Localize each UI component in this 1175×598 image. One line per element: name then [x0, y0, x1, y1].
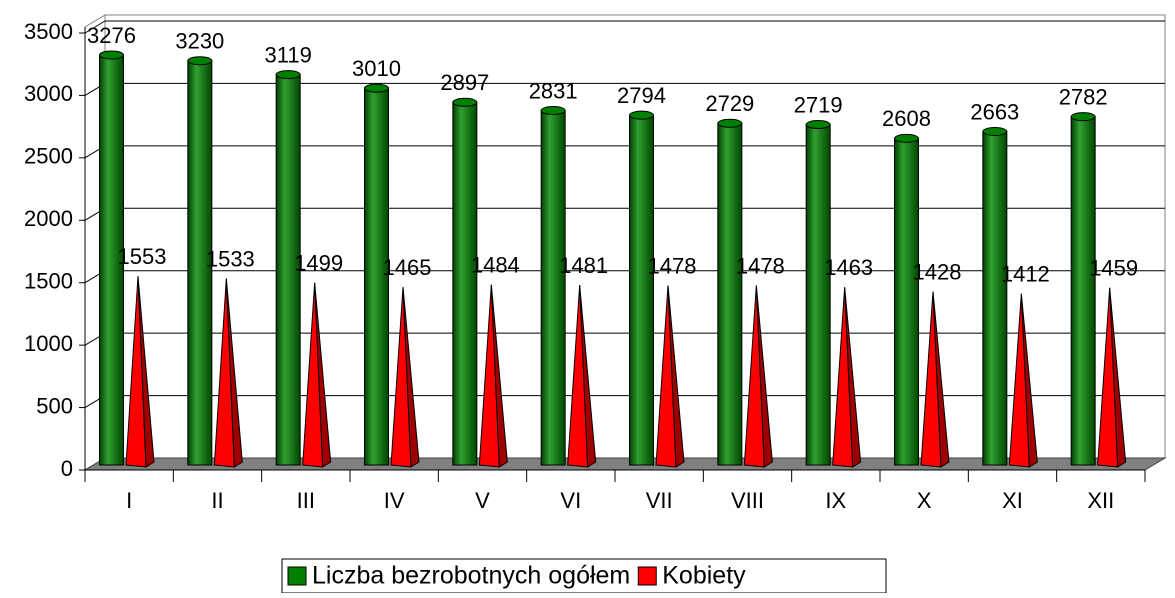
- x-tick-label: IV: [384, 488, 405, 513]
- value-label: 2794: [617, 83, 666, 108]
- legend: [281, 558, 887, 594]
- cone-side: [1109, 287, 1127, 468]
- grid-line: [84, 20, 106, 34]
- legend-swatch: [287, 566, 307, 586]
- value-label: 2663: [970, 99, 1019, 124]
- value-label: 1481: [559, 253, 608, 278]
- value-label: 3119: [265, 42, 312, 67]
- value-label: 1499: [294, 251, 343, 276]
- value-label: 3010: [352, 56, 401, 81]
- x-tick-label: IX: [825, 488, 846, 513]
- bar: [805, 124, 831, 466]
- value-label: 2719: [794, 92, 843, 117]
- bar-top: [275, 70, 301, 80]
- cone-side: [844, 287, 862, 468]
- y-tick-label: 2000: [24, 206, 73, 231]
- value-label: 3230: [175, 29, 224, 54]
- x-tick-label: VIII: [731, 488, 764, 513]
- value-label: 1484: [471, 253, 520, 278]
- value-label: 2608: [882, 106, 931, 131]
- cone-side: [667, 285, 685, 468]
- value-label: 1463: [824, 255, 873, 280]
- bar: [540, 110, 566, 466]
- y-tick-label: 0: [61, 456, 73, 481]
- x-tick-label: II: [211, 488, 223, 513]
- y-tick-label: 3500: [24, 19, 73, 44]
- bar: [99, 54, 124, 466]
- value-label: 3276: [87, 23, 136, 48]
- x-tick-label: X: [917, 488, 932, 513]
- cone-side: [137, 276, 155, 468]
- bar-top: [717, 118, 743, 128]
- bar-top: [99, 50, 124, 60]
- bar-top: [982, 127, 1008, 137]
- bar-top: [1070, 112, 1096, 122]
- value-label: 1428: [913, 260, 962, 285]
- value-label: 2897: [440, 70, 489, 95]
- bar-top: [187, 56, 213, 66]
- cone-side: [402, 287, 420, 468]
- value-label: 1465: [383, 255, 432, 280]
- bar-top: [805, 120, 831, 130]
- value-label: 1478: [648, 253, 697, 278]
- y-tick-label: 1000: [24, 331, 73, 356]
- bar: [717, 122, 743, 466]
- value-label: 1478: [736, 253, 785, 278]
- value-label: 1553: [118, 244, 167, 269]
- cone-side: [755, 285, 773, 468]
- bar-top: [540, 106, 566, 116]
- bar: [364, 87, 389, 466]
- cone-side: [490, 284, 508, 468]
- x-tick-label: V: [475, 488, 490, 513]
- y-tick-label: 500: [36, 393, 73, 418]
- cone-side: [579, 285, 597, 468]
- bar: [452, 101, 478, 466]
- cone-side: [932, 291, 950, 468]
- y-tick-label: 2500: [24, 144, 73, 169]
- x-tick-label: III: [297, 488, 315, 513]
- value-label: 2782: [1059, 84, 1108, 109]
- cone-side: [1020, 293, 1038, 468]
- value-label: 2831: [529, 78, 578, 103]
- value-label: 1533: [206, 246, 255, 271]
- bar: [982, 131, 1008, 466]
- value-label: 1459: [1089, 256, 1138, 281]
- bar: [894, 137, 919, 466]
- value-label: 2729: [705, 91, 754, 116]
- legend-label: Kobiety: [662, 562, 746, 590]
- bar: [187, 60, 213, 466]
- legend-swatch: [637, 566, 657, 586]
- legend-label: Liczba bezrobotnych ogółem: [312, 562, 630, 590]
- bar-top: [894, 133, 919, 143]
- bar-top: [629, 110, 654, 120]
- bar: [629, 114, 654, 466]
- x-tick-label: VI: [560, 488, 581, 513]
- x-tick-label: I: [126, 488, 132, 513]
- y-tick-label: 1500: [24, 269, 73, 294]
- value-label: 1412: [1001, 262, 1050, 287]
- x-tick-label: XI: [1002, 488, 1023, 513]
- x-tick-label: VII: [646, 488, 673, 513]
- y-tick-label: 3000: [24, 81, 73, 106]
- bar: [275, 74, 301, 466]
- cone-side: [314, 282, 332, 468]
- bar: [1070, 116, 1096, 466]
- x-tick-label: XII: [1087, 488, 1114, 513]
- cone-side: [225, 278, 243, 468]
- bar-top: [452, 97, 478, 107]
- bar-top: [364, 83, 389, 93]
